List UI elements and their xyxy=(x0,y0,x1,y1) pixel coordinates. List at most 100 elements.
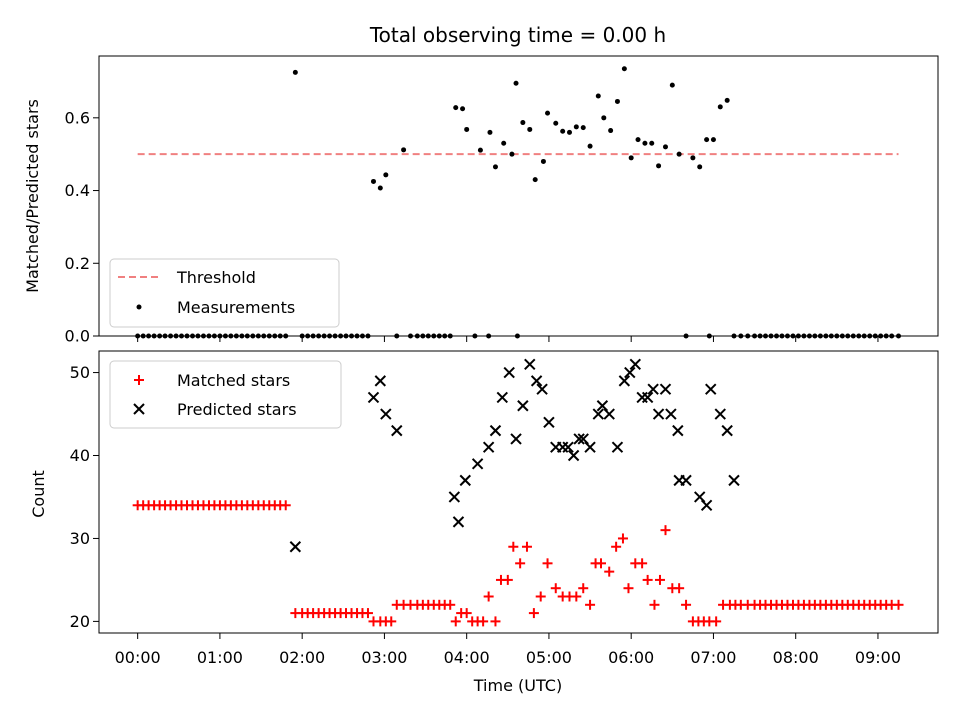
predicted-star-point xyxy=(452,516,465,528)
x-tick-label: 04:00 xyxy=(444,648,490,667)
predicted-star-point xyxy=(524,358,536,370)
matched-star-point xyxy=(362,608,373,619)
x-tick-label: 07:00 xyxy=(690,648,736,667)
top-y-tick-label: 0.2 xyxy=(65,254,90,273)
x-tick-label: 01:00 xyxy=(197,648,243,667)
measurement-point xyxy=(532,177,538,183)
predicted-star-point xyxy=(543,416,555,429)
predicted-star-point xyxy=(618,375,631,387)
predicted-star-point xyxy=(652,408,665,420)
bottom-y-tick-label: 50 xyxy=(70,363,90,382)
matched-star-point xyxy=(681,599,692,610)
bottom-legend: Matched stars Predicted stars xyxy=(109,360,342,429)
bottom-y-tick-label: 20 xyxy=(70,612,90,631)
measurement-point xyxy=(628,155,634,161)
measurement-point xyxy=(540,158,546,164)
matched-star-point xyxy=(654,574,665,585)
matched-star-point xyxy=(521,541,532,552)
measurement-point xyxy=(377,185,383,191)
matched-star-point xyxy=(490,616,501,627)
top-legend-box xyxy=(109,258,340,328)
matched-star-point xyxy=(674,583,685,594)
measurement-point xyxy=(573,124,579,130)
predicted-star-point xyxy=(374,375,387,387)
bottom-x-axis: 00:00 01:00 02:00 03:00 04:00 05:00 06:00 07:00… xyxy=(115,633,901,667)
predicted-star-point xyxy=(448,491,461,503)
bottom-y-axis-label: Count xyxy=(29,470,48,518)
predicted-star-point xyxy=(721,424,733,437)
predicted-star-point xyxy=(367,391,380,404)
measurement-point xyxy=(621,66,627,72)
measurement-point xyxy=(704,137,710,143)
measurement-point xyxy=(656,163,662,169)
predicted-star-point xyxy=(482,441,495,453)
predicted-star-point xyxy=(592,408,604,420)
measurement-point xyxy=(560,128,566,134)
measurement-point xyxy=(566,129,572,135)
measurement-point xyxy=(545,110,551,116)
top-legend: Threshold Measurements xyxy=(109,258,340,328)
bottom-plot-frame xyxy=(98,350,939,634)
matched-star-point xyxy=(660,525,671,536)
measurement-point xyxy=(292,69,298,75)
predicted-star-point xyxy=(489,424,502,437)
matched-star-point xyxy=(386,616,397,627)
bottom-y-tick-label: 30 xyxy=(70,529,90,548)
measurement-point xyxy=(717,104,723,110)
top-plot-frame xyxy=(98,55,939,337)
measurement-point xyxy=(587,143,593,149)
measurement-point xyxy=(460,106,466,112)
x-tick-label: 08:00 xyxy=(773,648,819,667)
predicted-star-point xyxy=(705,383,717,395)
bottom-legend-box xyxy=(109,360,342,429)
predicted-star-point xyxy=(596,400,609,412)
legend-matched-label: Matched stars xyxy=(177,371,290,390)
measurement-point xyxy=(509,151,515,157)
matched-star-point xyxy=(528,608,539,619)
predicted-star-point xyxy=(641,391,654,404)
matched-star-point xyxy=(502,574,513,585)
legend-measurements-label: Measurements xyxy=(177,298,295,317)
measurement-point xyxy=(601,115,607,121)
predicted-star-point xyxy=(577,433,589,445)
matched-star-point xyxy=(535,591,546,602)
predicted-star-point xyxy=(624,366,636,379)
x-tick-label: 06:00 xyxy=(608,648,654,667)
matched-star-point xyxy=(623,583,634,594)
measurement-point xyxy=(595,93,601,99)
predicted-star-point xyxy=(289,541,302,553)
measurement-point xyxy=(676,151,682,157)
measurement-point xyxy=(649,140,655,146)
matched-star-point xyxy=(642,574,653,585)
measurement-point xyxy=(697,164,703,170)
predicted-star-point xyxy=(665,408,677,420)
legend-predicted-swatch xyxy=(133,403,145,415)
matched-star-point xyxy=(508,541,519,552)
predicted-star-point xyxy=(510,433,522,445)
bottom-plot-marks xyxy=(132,358,904,627)
predicted-star-point xyxy=(503,366,515,379)
bottom-y-axis: 20 30 40 50 xyxy=(70,363,99,631)
predicted-star-point xyxy=(567,449,580,462)
matched-star-point xyxy=(450,616,461,627)
matched-star-point xyxy=(578,583,589,594)
predicted-star-point xyxy=(556,441,569,453)
matched-star-point xyxy=(483,591,494,602)
measurement-point xyxy=(669,82,675,88)
top-y-tick-label: 0.6 xyxy=(65,108,90,127)
x-tick-label: 05:00 xyxy=(526,648,572,667)
measurement-point xyxy=(520,120,526,126)
predicted-star-point xyxy=(728,474,740,487)
measurement-point xyxy=(513,80,519,86)
matched-star-point xyxy=(461,608,472,619)
matched-star-point xyxy=(649,599,660,610)
measurement-point xyxy=(662,144,668,150)
measurement-point xyxy=(383,172,389,178)
measurement-point xyxy=(464,126,470,132)
measurement-point xyxy=(453,105,459,111)
predicted-star-point xyxy=(611,441,624,453)
measurement-point xyxy=(614,98,620,104)
legend-measurements-swatch xyxy=(136,304,142,310)
x-tick-label: 02:00 xyxy=(279,648,325,667)
matched-star-point xyxy=(611,541,622,552)
